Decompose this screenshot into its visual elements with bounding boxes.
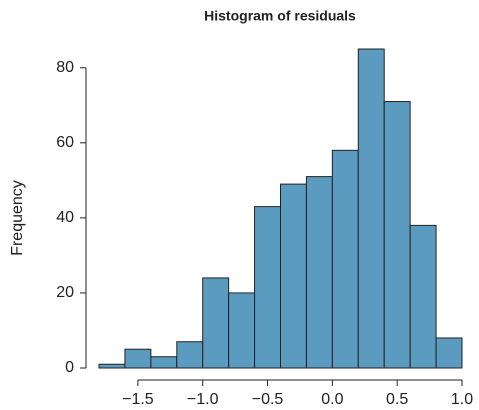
y-tick-label: 20: [56, 284, 74, 301]
bar: [305, 176, 333, 369]
bar: [409, 224, 437, 369]
bar: [331, 149, 359, 369]
chart-title: Histogram of residuals: [204, 8, 356, 24]
bar: [228, 292, 256, 369]
bar: [357, 48, 385, 369]
x-tick-label: −1.5: [122, 391, 154, 408]
y-tick-label: 60: [56, 134, 74, 151]
y-tick-label: 80: [56, 59, 74, 76]
x-tick-label: −0.5: [252, 391, 284, 408]
x-tick-label: 1.0: [451, 391, 473, 408]
bar: [280, 183, 307, 369]
bar: [383, 101, 411, 369]
x-tick-label: 0.5: [386, 391, 408, 408]
y-axis-label: Frequency: [9, 180, 26, 256]
bar: [124, 348, 152, 369]
bar: [254, 206, 281, 369]
x-tick-label: −1.0: [187, 391, 219, 408]
y-tick-label: 0: [65, 359, 74, 376]
x-tick-label: 0.0: [321, 391, 343, 408]
bar: [98, 363, 126, 369]
bar: [435, 337, 463, 369]
bar: [176, 341, 204, 369]
y-tick-label: 40: [56, 209, 74, 226]
bar: [202, 277, 230, 369]
bar: [150, 356, 178, 369]
